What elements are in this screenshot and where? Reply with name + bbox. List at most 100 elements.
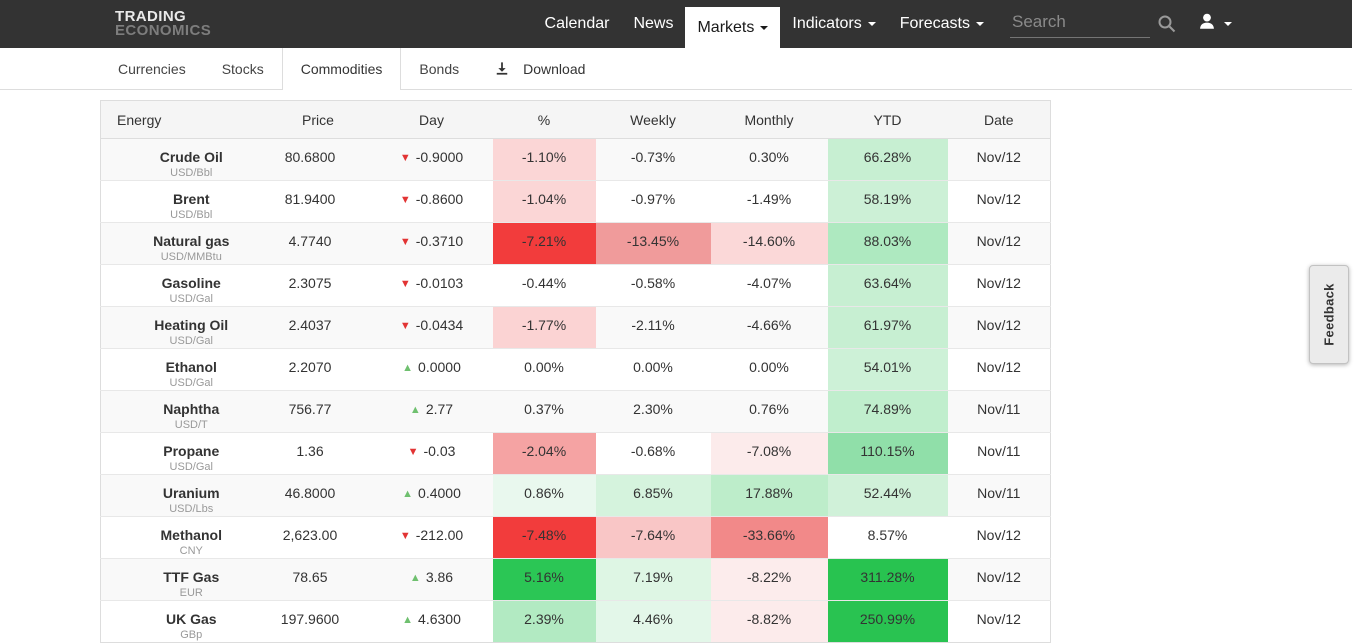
commodity-name-link[interactable]: TTF Gas <box>163 569 220 585</box>
date-cell: Nov/11 <box>947 432 1051 475</box>
logo-line-2: ECONOMICS <box>115 22 212 39</box>
commodity-row[interactable]: UK Gas GBp 197.9600 ▲ 4.6300 2.39% 4.46% … <box>100 600 1051 643</box>
commodity-row[interactable]: Propane USD/Gal 1.36 ▼ -0.03 -2.04% -0.68… <box>100 432 1051 475</box>
commodity-row[interactable]: Ethanol USD/Gal 2.2070 ▲ 0.0000 0.00% 0.0… <box>100 348 1051 391</box>
commodity-cell: TTF Gas EUR <box>100 558 266 601</box>
search-area <box>1010 0 1178 48</box>
commodity-name-link[interactable]: Heating Oil <box>154 317 229 333</box>
nav-item-calendar[interactable]: Calendar <box>533 0 622 48</box>
change-direction-icon: ▲ <box>409 572 421 584</box>
price-cell: 2.2070 <box>265 348 371 391</box>
tab-commodities[interactable]: Commodities <box>281 48 402 90</box>
change-direction-icon: ▲ <box>409 404 421 416</box>
price-cell: 2.3075 <box>265 264 371 307</box>
monthly-cell: -8.22% <box>710 558 828 601</box>
commodity-name-link[interactable]: UK Gas <box>165 611 217 627</box>
commodity-unit: GBp <box>180 629 203 641</box>
commodity-row[interactable]: Methanol CNY 2,623.00 ▼ -212.00 -7.48% -7… <box>100 516 1051 559</box>
weekly-cell: -0.97% <box>595 180 711 223</box>
date-cell: Nov/12 <box>947 600 1051 643</box>
commodity-row[interactable]: Natural gas USD/MMBtu 4.7740 ▼ -0.3710 -7… <box>100 222 1051 265</box>
tab-bonds[interactable]: Bonds <box>401 48 477 89</box>
download-button[interactable]: Download <box>477 48 603 89</box>
commodity-unit: USD/Bbl <box>170 209 213 221</box>
monthly-cell: 17.88% <box>710 474 828 517</box>
percent-cell: -1.10% <box>492 138 596 181</box>
commodity-cell: Crude Oil USD/Bbl <box>100 138 266 181</box>
tab-stocks[interactable]: Stocks <box>204 48 282 89</box>
commodity-row[interactable]: Gasoline USD/Gal 2.3075 ▼ -0.0103 -0.44% … <box>100 264 1051 307</box>
commodity-cell: Propane USD/Gal <box>100 432 266 475</box>
monthly-cell: -14.60% <box>710 222 828 265</box>
commodity-row[interactable]: Heating Oil USD/Gal 2.4037 ▼ -0.0434 -1.7… <box>100 306 1051 349</box>
commodity-name-link[interactable]: Propane <box>163 443 220 459</box>
commodity-row[interactable]: Naphtha USD/T 756.77 ▲ 2.77 0.37% 2.30% 0… <box>100 390 1051 433</box>
price-cell: 81.9400 <box>265 180 371 223</box>
commodity-unit: CNY <box>179 545 203 557</box>
price-cell: 2.4037 <box>265 306 371 349</box>
ytd-cell: 8.57% <box>827 516 948 559</box>
commodity-unit: USD/Lbs <box>169 503 214 515</box>
change-direction-icon: ▼ <box>407 446 419 458</box>
ytd-cell: 311.28% <box>827 558 948 601</box>
commodity-row[interactable]: Uranium USD/Lbs 46.8000 ▲ 0.4000 0.86% 6.… <box>100 474 1051 517</box>
day-change-cell: ▼ -0.0103 <box>370 264 493 307</box>
commodity-unit: USD/Gal <box>169 335 213 347</box>
nav-item-indicators[interactable]: Indicators <box>780 0 887 48</box>
commodity-name-link[interactable]: Crude Oil <box>159 149 223 165</box>
column-header-date: Date <box>947 100 1051 139</box>
column-header-energy: Energy <box>100 100 266 139</box>
energy-table-header: Energy Price Day % Weekly Monthly YTD Da… <box>100 100 1051 139</box>
tab-currencies[interactable]: Currencies <box>100 48 204 89</box>
day-change-value: -0.3710 <box>415 233 464 249</box>
day-change-value: -0.9000 <box>415 149 464 165</box>
feedback-button[interactable]: Feedback <box>1309 265 1349 364</box>
commodity-unit: USD/Bbl <box>170 167 213 179</box>
column-header-ytd: YTD <box>827 100 948 139</box>
price-cell: 80.6800 <box>265 138 371 181</box>
day-change-cell: ▼ -0.3710 <box>370 222 493 265</box>
ytd-cell: 63.64% <box>827 264 948 307</box>
commodity-row[interactable]: Crude Oil USD/Bbl 80.6800 ▼ -0.9000 -1.10… <box>100 138 1051 181</box>
commodity-name-link[interactable]: Naphtha <box>163 401 220 417</box>
ytd-cell: 74.89% <box>827 390 948 433</box>
search-input[interactable] <box>1010 10 1150 38</box>
day-change-cell: ▲ 0.0000 <box>370 348 493 391</box>
day-change-value: 3.86 <box>425 569 454 585</box>
caret-down-icon <box>867 22 876 26</box>
user-account-menu[interactable] <box>1186 0 1242 48</box>
energy-commodities-table: Energy Price Day % Weekly Monthly YTD Da… <box>100 100 1051 643</box>
trading-economics-logo[interactable]: TRADING ECONOMICS <box>115 9 212 39</box>
commodity-row[interactable]: Brent USD/Bbl 81.9400 ▼ -0.8600 -1.04% -0… <box>100 180 1051 223</box>
nav-item-markets[interactable]: Markets <box>685 7 781 48</box>
price-cell: 197.9600 <box>265 600 371 643</box>
commodity-name-link[interactable]: Uranium <box>162 485 220 501</box>
ytd-cell: 250.99% <box>827 600 948 643</box>
main-content: Energy Price Day % Weekly Monthly YTD Da… <box>0 90 1366 643</box>
nav-item-news[interactable]: News <box>621 0 685 48</box>
monthly-cell: 0.00% <box>710 348 828 391</box>
date-cell: Nov/12 <box>947 264 1051 307</box>
change-direction-icon: ▼ <box>399 194 411 206</box>
commodity-name-link[interactable]: Natural gas <box>153 233 230 249</box>
search-icon[interactable] <box>1156 13 1178 35</box>
day-change-value: -212.00 <box>415 527 464 543</box>
ytd-cell: 88.03% <box>827 222 948 265</box>
change-direction-icon: ▼ <box>399 152 411 164</box>
percent-cell: 0.00% <box>492 348 596 391</box>
day-change-value: -0.8600 <box>415 191 464 207</box>
nav-item-forecasts[interactable]: Forecasts <box>888 0 996 48</box>
monthly-cell: -7.08% <box>710 432 828 475</box>
commodity-unit: USD/Gal <box>169 461 213 473</box>
date-cell: Nov/12 <box>947 222 1051 265</box>
commodity-name-link[interactable]: Brent <box>172 191 210 207</box>
commodity-row[interactable]: TTF Gas EUR 78.65 ▲ 3.86 5.16% 7.19% -8.2… <box>100 558 1051 601</box>
monthly-cell: 0.30% <box>710 138 828 181</box>
monthly-cell: 0.76% <box>710 390 828 433</box>
caret-down-icon <box>1224 22 1232 26</box>
commodity-name-link[interactable]: Methanol <box>160 527 222 543</box>
weekly-cell: -7.64% <box>595 516 711 559</box>
commodity-name-link[interactable]: Ethanol <box>165 359 217 375</box>
commodity-name-link[interactable]: Gasoline <box>161 275 221 291</box>
caret-down-icon <box>976 22 984 26</box>
